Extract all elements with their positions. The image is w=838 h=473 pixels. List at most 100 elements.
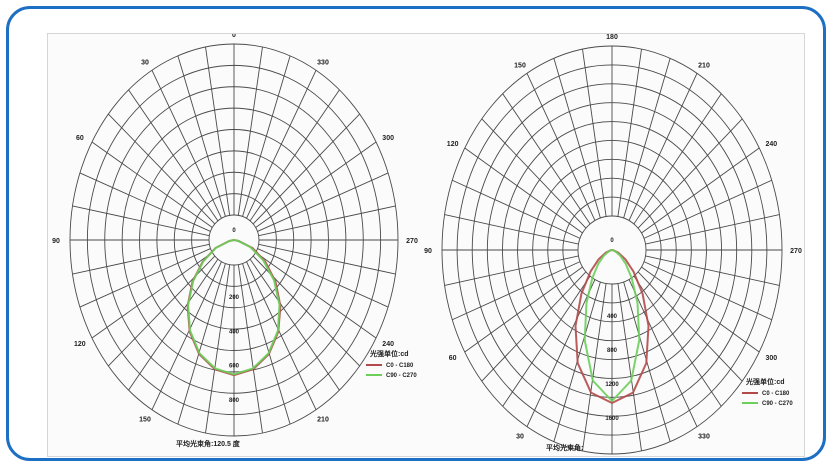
angle-tick-label: 90 [424,248,432,255]
grid-spoke [128,89,219,222]
grid-spoke [623,58,671,219]
grid-spoke [246,70,317,219]
angle-tick-label: 270 [790,248,802,255]
angle-tick-label: 60 [449,355,457,362]
legend-label: C90 - C270 [762,401,793,407]
grid-spoke [637,118,743,229]
grid-spoke [643,179,772,239]
grid-spoke [258,243,396,275]
grid-spoke [641,147,760,234]
grid-spoke [242,55,291,217]
grid-spoke [258,205,396,237]
grid-spoke [481,118,587,229]
grid-spoke [177,263,226,425]
radial-tick-label: 400 [229,329,240,335]
grid-spoke [553,58,601,219]
grid-spoke [72,243,210,275]
series-line [574,249,650,404]
radial-tick-label: 1200 [605,382,619,388]
grid-spoke [79,248,211,308]
angle-tick-label: 210 [698,63,710,70]
grid-spoke [72,205,210,237]
grid-spoke [257,248,389,308]
grid-spoke [582,283,607,451]
grid-spoke [481,271,587,382]
grid-spoke [643,261,772,321]
angle-tick-label: 210 [317,416,329,423]
grid-spoke [633,93,722,225]
grid-spoke [633,275,722,407]
grid-spoke [255,252,377,339]
grid-spoke [255,141,377,228]
radial-tick-label: 800 [229,398,240,404]
angle-tick-label: 0 [232,34,236,39]
grid-spoke [246,261,317,410]
radial-tick-label: 200 [229,295,240,301]
radial-tick-label: 600 [229,364,240,370]
polar-grid [441,45,783,455]
grid-spoke [502,275,591,407]
grid-spoke [108,113,216,225]
radial-tick-label: 0 [610,238,614,244]
polar-chart-2: 180 210 240 270 300 330 30 60 90 120 150 0 400 800 120… [424,34,802,455]
grid-spoke [91,252,213,339]
grid-spoke [128,258,219,391]
legend-label: C0 - C180 [762,391,790,397]
grid-spoke [526,73,596,221]
grid-spoke [252,113,360,225]
grid-spoke [151,261,222,410]
grid-spoke [79,172,211,232]
plot-area: 0 330 300 270 240 210 150 120 90 60 30 0 200 400 600 80… [47,33,805,457]
grid-spoke [464,266,583,353]
image-frame: 0 330 300 270 240 210 150 120 90 60 30 0 200 400 600 80… [6,6,826,461]
angle-tick-label: 300 [766,355,778,362]
grid-spoke [237,46,263,216]
angle-tick-label: 90 [52,238,60,245]
grid-spoke [502,93,591,225]
legend-label: C0 - C180 [386,363,414,369]
angle-tick-label: 240 [382,341,394,348]
grid-spoke [237,264,263,434]
polar-chart-1: 0330300270240210150120906030020040060080… [52,34,418,448]
grid-spoke [452,179,581,239]
grid-spoke [205,264,231,434]
grid-spoke [617,49,642,217]
legend-title: 光强单位:cd [369,349,409,358]
angle-tick-label: 330 [317,60,329,67]
chart-footer: 平均光束角:120.5 度 [176,439,241,448]
grid-spoke [452,261,581,321]
series-line [187,239,281,376]
radial-tick-label: 800 [607,348,618,354]
chart-footer: 平均光束角: [546,443,583,452]
radial-tick-label: 400 [607,314,618,320]
grid-spoke [91,141,213,228]
angle-tick-label: 60 [76,135,84,142]
angle-tick-label: 330 [698,433,710,440]
grid-spoke [582,49,607,217]
angle-tick-label: 120 [74,341,86,348]
legend-label: C90 - C270 [386,373,417,379]
series-line [583,249,641,402]
angle-tick-label: 180 [606,34,618,41]
radial-tick-label: 0 [232,228,236,234]
angle-tick-label: 300 [382,135,394,142]
angle-tick-label: 150 [139,416,151,423]
angle-tick-label: 270 [406,238,418,245]
grid-spoke [628,279,698,427]
legend: 光强单位:cd C0 - C180 C90 - C270 [366,349,417,379]
grid-spoke [444,214,579,245]
grid-spoke [177,55,226,217]
grid-spoke [205,46,231,216]
polar-grid [69,43,399,437]
grid-spoke [242,263,291,425]
legend: 光强单位:cd C0 - C180 C90 - C270 [742,377,793,407]
grid-spoke [645,255,780,286]
grid-spoke [151,70,222,219]
grid-spoke [637,271,743,382]
polar-charts-svg: 0330300270240210150120906030020040060080… [52,34,802,455]
grid-spoke [617,283,642,451]
radial-tick-label: 1600 [605,416,619,422]
grid-spoke [444,255,579,286]
grid-spoke [526,279,596,427]
grid-spoke [628,73,698,221]
